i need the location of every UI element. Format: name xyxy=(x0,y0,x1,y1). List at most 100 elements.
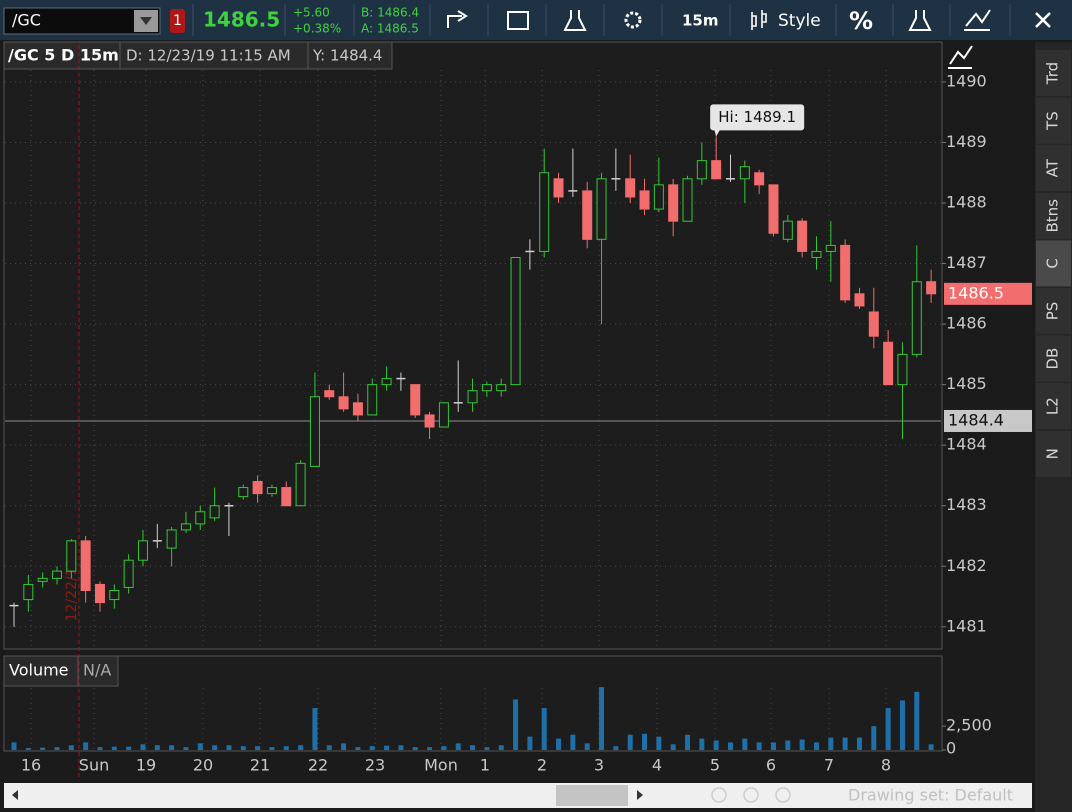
volume-pane xyxy=(3,655,943,752)
volume-bar xyxy=(140,744,146,750)
candle-body xyxy=(897,353,908,386)
zoom-in-icon[interactable] xyxy=(743,787,759,803)
scroll-thumb[interactable] xyxy=(556,785,628,806)
volume-bar xyxy=(599,687,605,750)
candle-body xyxy=(481,384,492,392)
x-tick-label: 5 xyxy=(710,756,720,775)
volume-bar xyxy=(785,740,791,750)
x-tick-label: 16 xyxy=(21,756,41,775)
info-icon[interactable] xyxy=(507,11,529,30)
sidebar-tab[interactable] xyxy=(1036,383,1071,430)
volume-bar xyxy=(11,742,17,750)
y-tick-label: 1489 xyxy=(946,132,987,151)
zoom-icon[interactable] xyxy=(711,787,727,803)
studies-icon[interactable] xyxy=(563,10,587,31)
volume-bar xyxy=(498,745,504,750)
close-icon[interactable] xyxy=(1035,12,1051,28)
volume-bar xyxy=(470,745,476,750)
y-tick-label: 1485 xyxy=(946,374,987,393)
volume-bar xyxy=(728,742,733,750)
candle-body xyxy=(868,311,879,337)
last-price-tag xyxy=(944,282,1032,305)
interval[interactable]: 15m xyxy=(682,12,719,30)
volume-bar xyxy=(68,745,74,750)
volume-bar xyxy=(513,699,519,750)
volume-bar xyxy=(54,747,60,750)
alert-badge[interactable] xyxy=(170,9,185,33)
candle-body xyxy=(625,178,636,198)
last-price-label: 1486.5 xyxy=(948,283,1004,302)
x-tick-label: 21 xyxy=(250,756,270,775)
candle-body xyxy=(510,257,521,386)
scrollbar[interactable] xyxy=(4,783,1032,808)
header-box xyxy=(119,41,309,70)
candle-body xyxy=(653,184,664,210)
volume-bar xyxy=(398,745,404,750)
axis-icon[interactable] xyxy=(948,45,973,69)
ask: A: 1486.5 xyxy=(361,22,419,36)
candle-body xyxy=(352,402,363,416)
percent[interactable]: % xyxy=(849,7,873,35)
volume-bar xyxy=(412,747,418,750)
sidebar-tab-label: C xyxy=(1044,258,1062,268)
candle-body xyxy=(23,583,34,601)
symbol: /GC xyxy=(12,11,41,30)
candle-body xyxy=(51,570,62,579)
style[interactable]: Style xyxy=(778,11,821,31)
candle-body xyxy=(137,540,148,561)
x-tick-label: 6 xyxy=(766,756,776,775)
volume-bar xyxy=(169,745,175,750)
volume-bar xyxy=(384,745,390,750)
volume-bar xyxy=(312,708,318,750)
volume-bar xyxy=(871,726,877,750)
candle-body xyxy=(782,220,793,240)
volume-bar xyxy=(226,745,232,750)
volume-bar xyxy=(799,739,805,750)
crosshair-tag xyxy=(944,409,1032,432)
candle-body xyxy=(825,244,836,252)
sidebar-tab[interactable] xyxy=(1036,97,1071,144)
sidebar-tab[interactable] xyxy=(1036,50,1071,96)
sidebar-tab[interactable] xyxy=(1036,192,1071,239)
x-tick-label: Mon xyxy=(424,756,458,775)
zoom-out-icon[interactable] xyxy=(775,787,791,803)
sidebar-tab[interactable] xyxy=(1036,288,1071,334)
volume-bar xyxy=(656,736,662,750)
candle-body xyxy=(381,378,392,386)
candle-body xyxy=(596,178,607,240)
price-pane xyxy=(3,41,943,650)
candle-body xyxy=(840,244,851,301)
share-icon[interactable] xyxy=(447,10,468,28)
volume-bar xyxy=(828,737,834,750)
settings-icon[interactable] xyxy=(624,11,642,29)
candle-body xyxy=(410,384,421,416)
candle-body xyxy=(668,184,679,222)
volume-bar xyxy=(484,747,490,750)
volume-bar xyxy=(928,744,934,750)
candle-body xyxy=(539,172,550,252)
high-callout-pointer xyxy=(714,129,721,137)
candle-body xyxy=(309,396,320,467)
volume-bar xyxy=(212,745,218,750)
sidebar-tab[interactable] xyxy=(1036,335,1071,382)
header-box xyxy=(3,655,79,687)
drawings-icon[interactable] xyxy=(964,9,991,31)
sidebar-tab[interactable] xyxy=(1036,430,1071,477)
x-tick-label: 8 xyxy=(881,756,891,775)
volume-bar xyxy=(885,708,891,750)
drawing-set[interactable]: Drawing set: Default xyxy=(848,786,1013,805)
sidebar-tab[interactable] xyxy=(1036,145,1071,192)
volume-bar xyxy=(97,747,103,750)
y-tick-label: 1483 xyxy=(946,495,987,514)
strategies-icon[interactable] xyxy=(908,10,932,31)
volume-bar xyxy=(584,743,590,750)
toolbar xyxy=(0,0,1072,40)
volume-bar xyxy=(856,737,862,750)
x-tick-label: 19 xyxy=(136,756,156,775)
candle-body xyxy=(438,402,449,428)
volume-bar xyxy=(713,740,719,750)
candle-body xyxy=(854,293,865,307)
sidebar-tab[interactable] xyxy=(1036,240,1071,287)
volume-bar xyxy=(670,744,676,750)
